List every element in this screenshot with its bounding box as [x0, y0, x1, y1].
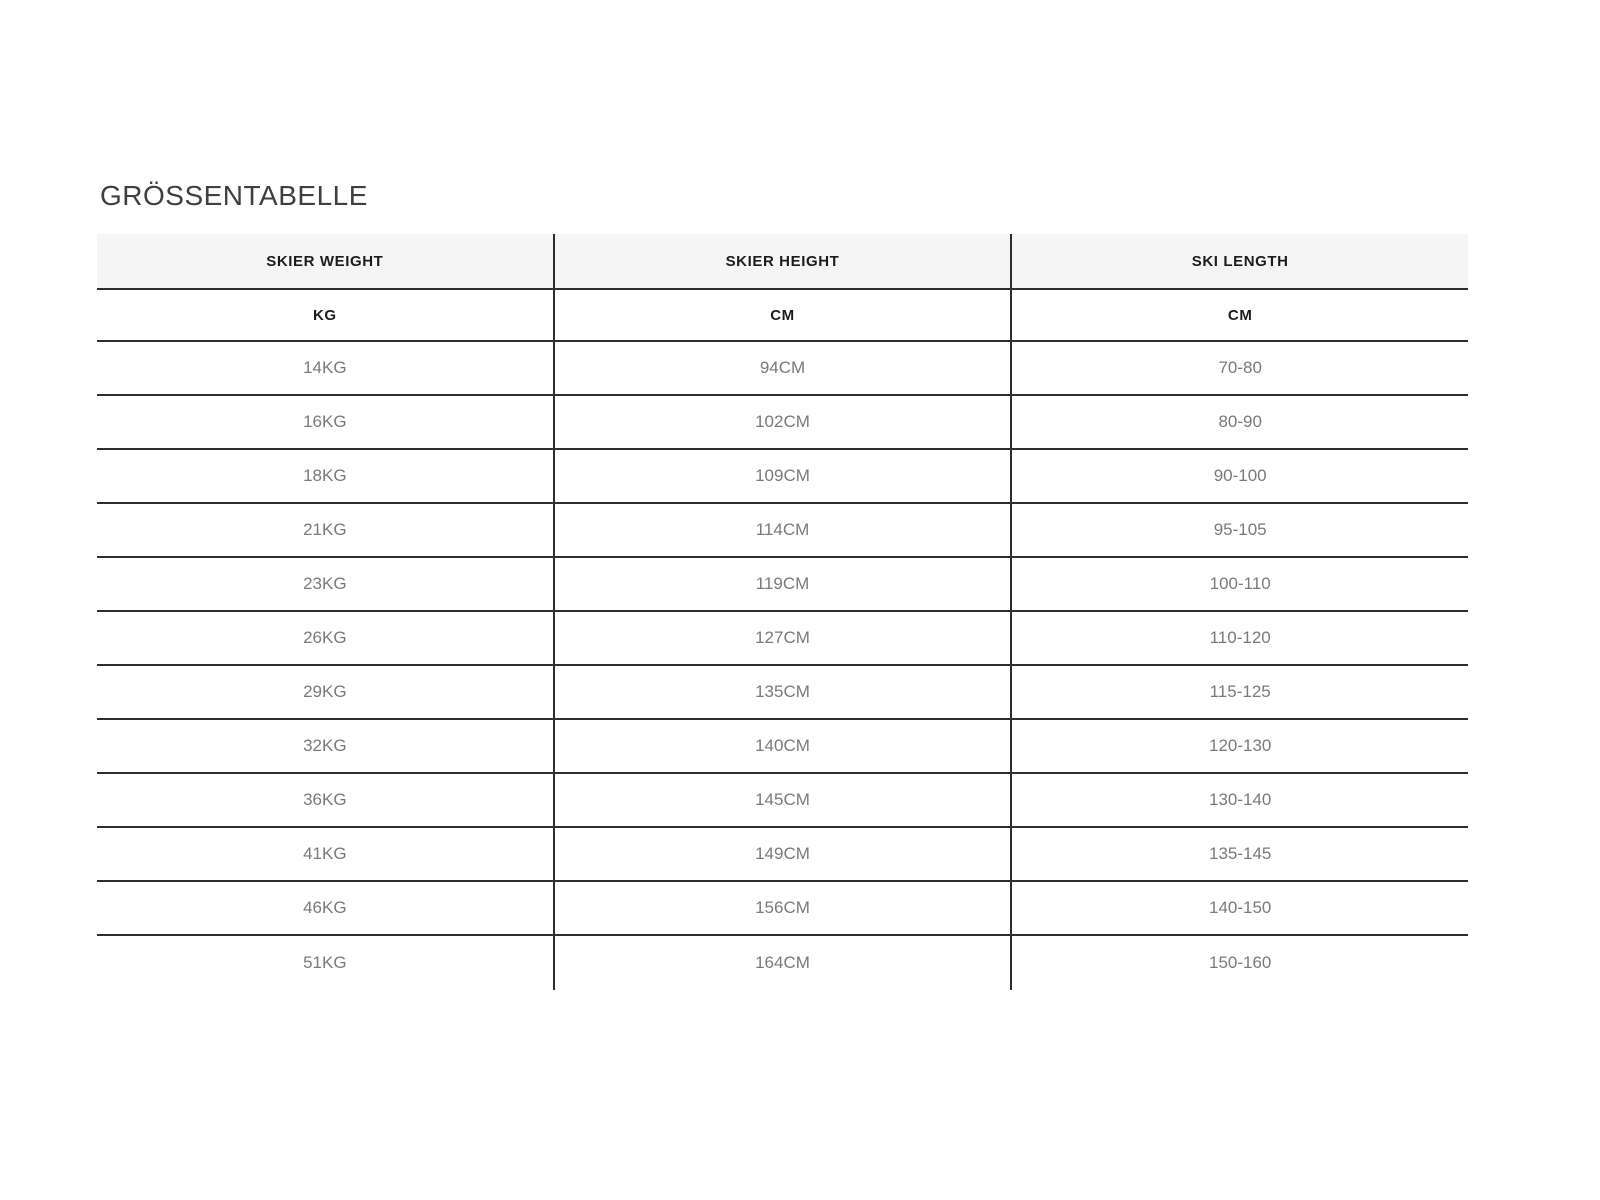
- length-cell: 95-105: [1010, 504, 1468, 556]
- height-cell: 135CM: [552, 666, 1011, 718]
- height-cell: 109CM: [552, 450, 1011, 502]
- unit-header-length: CM: [1010, 290, 1468, 340]
- height-cell: 140CM: [552, 720, 1011, 772]
- height-cell: 145CM: [552, 774, 1011, 826]
- table-row: 36KG 145CM 130-140: [97, 774, 1468, 828]
- weight-cell: 21KG: [303, 520, 347, 539]
- weight-cell: 26KG: [303, 628, 347, 647]
- table-row: 16KG 102CM 80-90: [97, 396, 1468, 450]
- length-cell: 150-160: [1010, 936, 1468, 990]
- weight-cell: 51KG: [303, 953, 347, 972]
- length-cell: 110-120: [1010, 612, 1468, 664]
- weight-cell: 46KG: [303, 898, 347, 917]
- weight-cell: 29KG: [303, 682, 347, 701]
- length-cell: 120-130: [1010, 720, 1468, 772]
- table-row: 21KG 114CM 95-105: [97, 504, 1468, 558]
- length-cell: 100-110: [1010, 558, 1468, 610]
- weight-cell: 36KG: [303, 790, 347, 809]
- weight-cell: 16KG: [303, 412, 347, 431]
- table-header-row: SKIER WEIGHT SKIER HEIGHT SKI LENGTH: [97, 234, 1468, 290]
- table-row: 14KG 94CM 70-80: [97, 342, 1468, 396]
- table-body: 14KG 94CM 70-80 16KG 102CM 80-90 18KG 109CM 90-1…: [97, 342, 1468, 990]
- length-cell: 80-90: [1010, 396, 1468, 448]
- table-row: 26KG 127CM 110-120: [97, 612, 1468, 666]
- column-header-skier-weight: SKIER WEIGHT: [266, 252, 384, 270]
- height-cell: 102CM: [552, 396, 1011, 448]
- length-cell: 115-125: [1010, 666, 1468, 718]
- length-cell: 90-100: [1010, 450, 1468, 502]
- weight-cell: 41KG: [303, 844, 347, 863]
- page-title: GRÖSSENTABELLE: [100, 180, 368, 211]
- weight-cell: 14KG: [303, 358, 347, 377]
- height-cell: 127CM: [552, 612, 1011, 664]
- height-cell: 94CM: [552, 342, 1011, 394]
- table-row: 18KG 109CM 90-100: [97, 450, 1468, 504]
- size-table: SKIER WEIGHT SKIER HEIGHT SKI LENGTH KG …: [97, 234, 1468, 990]
- height-cell: 156CM: [552, 882, 1011, 934]
- length-cell: 130-140: [1010, 774, 1468, 826]
- weight-cell: 23KG: [303, 574, 347, 593]
- table-row: 23KG 119CM 100-110: [97, 558, 1468, 612]
- table-unit-row: KG CM CM: [97, 290, 1468, 342]
- unit-header-height: CM: [552, 290, 1011, 340]
- table-row: 32KG 140CM 120-130: [97, 720, 1468, 774]
- table-row: 46KG 156CM 140-150: [97, 882, 1468, 936]
- length-cell: 70-80: [1010, 342, 1468, 394]
- column-header-ski-length: SKI LENGTH: [1010, 234, 1468, 288]
- unit-header-weight: KG: [312, 306, 337, 324]
- height-cell: 114CM: [552, 504, 1011, 556]
- weight-cell: 32KG: [303, 736, 347, 755]
- length-cell: 135-145: [1010, 828, 1468, 880]
- height-cell: 149CM: [552, 828, 1011, 880]
- height-cell: 119CM: [552, 558, 1011, 610]
- table-row: 29KG 135CM 115-125: [97, 666, 1468, 720]
- weight-cell: 18KG: [303, 466, 347, 485]
- length-cell: 140-150: [1010, 882, 1468, 934]
- table-row: 41KG 149CM 135-145: [97, 828, 1468, 882]
- height-cell: 164CM: [552, 936, 1011, 990]
- table-row: 51KG 164CM 150-160: [97, 936, 1468, 990]
- column-header-skier-height: SKIER HEIGHT: [552, 234, 1011, 288]
